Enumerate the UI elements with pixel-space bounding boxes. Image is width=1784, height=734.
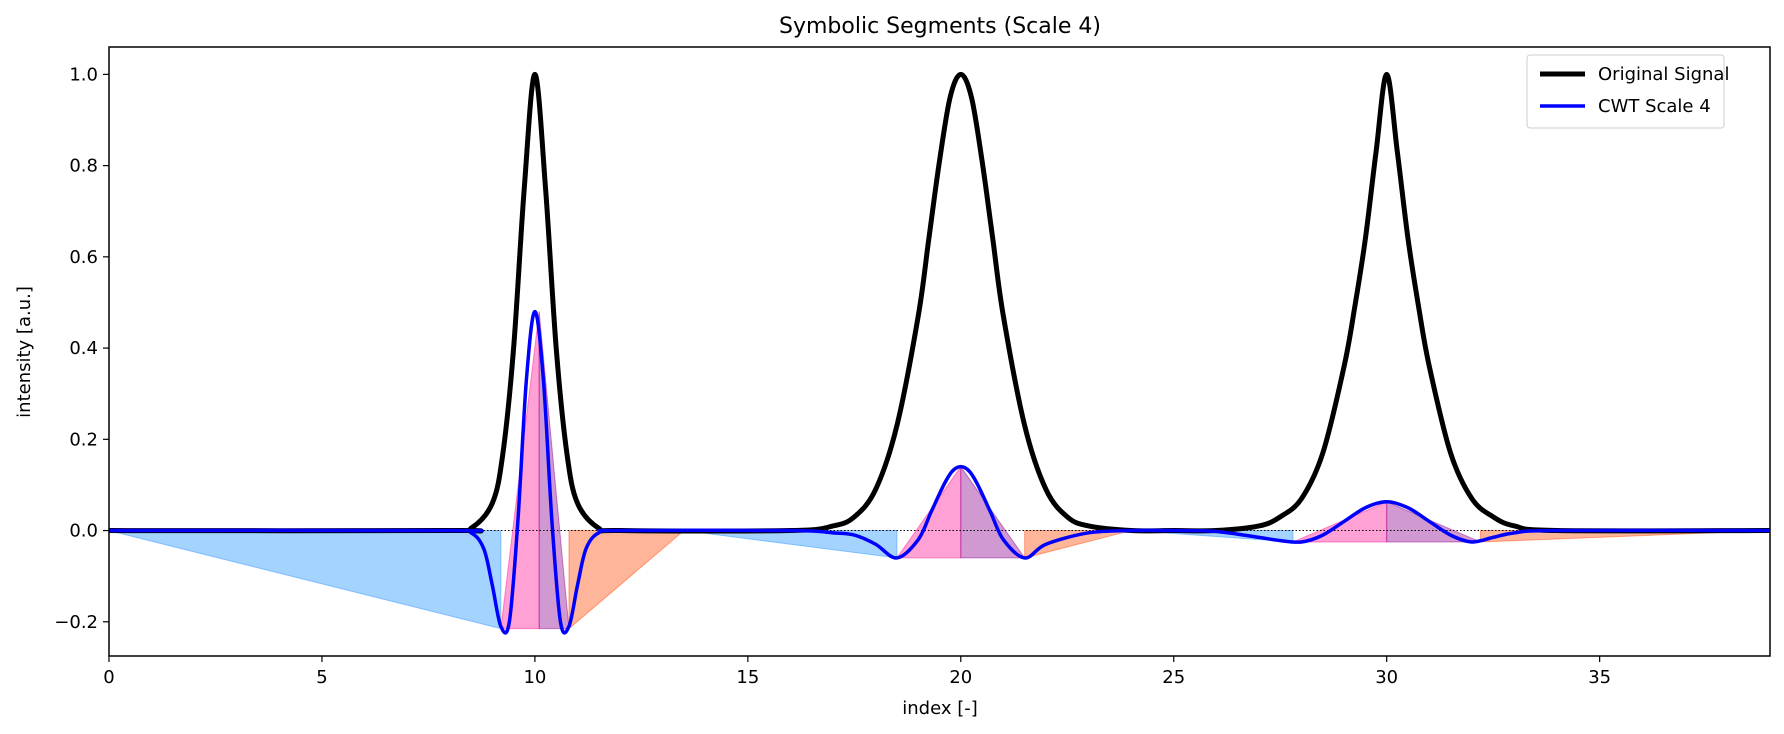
segment-2	[538, 311, 570, 630]
x-axis-label: index [-]	[902, 698, 978, 719]
segment-6	[960, 465, 1026, 559]
y-tick-label: 1.0	[69, 64, 98, 85]
axes: 0 5 10 15 20 25 30 35 −0.2 0.0 0.2 0.4 0.6 0.8 1.0	[54, 46, 1771, 688]
y-tick-label: 0.2	[69, 429, 98, 450]
segment-7	[1024, 530, 1132, 559]
series-original-signal	[109, 71, 1770, 534]
chart-title: Symbolic Segments (Scale 4)	[779, 14, 1101, 39]
plot-area	[109, 71, 1770, 635]
axes-frame	[108, 46, 1771, 657]
x-tick-label: 10	[523, 667, 546, 688]
segment-9	[1292, 501, 1388, 543]
y-tick-label: 0.8	[69, 156, 98, 177]
legend-label-cwt-scale-4: CWT Scale 4	[1598, 96, 1711, 117]
y-tick-label: −0.2	[54, 612, 98, 633]
x-tick-label: 15	[736, 667, 759, 688]
y-axis-label: intensity [a.u.]	[14, 286, 35, 418]
segment-5	[895, 465, 962, 559]
segment-10	[1386, 501, 1481, 543]
x-tick-label: 25	[1162, 667, 1185, 688]
series-cwt-scale-4	[109, 309, 1770, 635]
x-tick-label: 0	[103, 667, 114, 688]
legend: Original Signal CWT Scale 4	[1526, 54, 1729, 129]
y-tick-label: 0.6	[69, 247, 98, 268]
y-tick-label: 0.4	[69, 338, 98, 359]
x-tick-label: 35	[1588, 667, 1611, 688]
x-tick-label: 20	[949, 667, 972, 688]
x-tick-label: 30	[1375, 667, 1398, 688]
x-tick-label: 5	[316, 667, 327, 688]
legend-label-original-signal: Original Signal	[1598, 64, 1729, 85]
y-tick-label: 0.0	[69, 521, 98, 542]
